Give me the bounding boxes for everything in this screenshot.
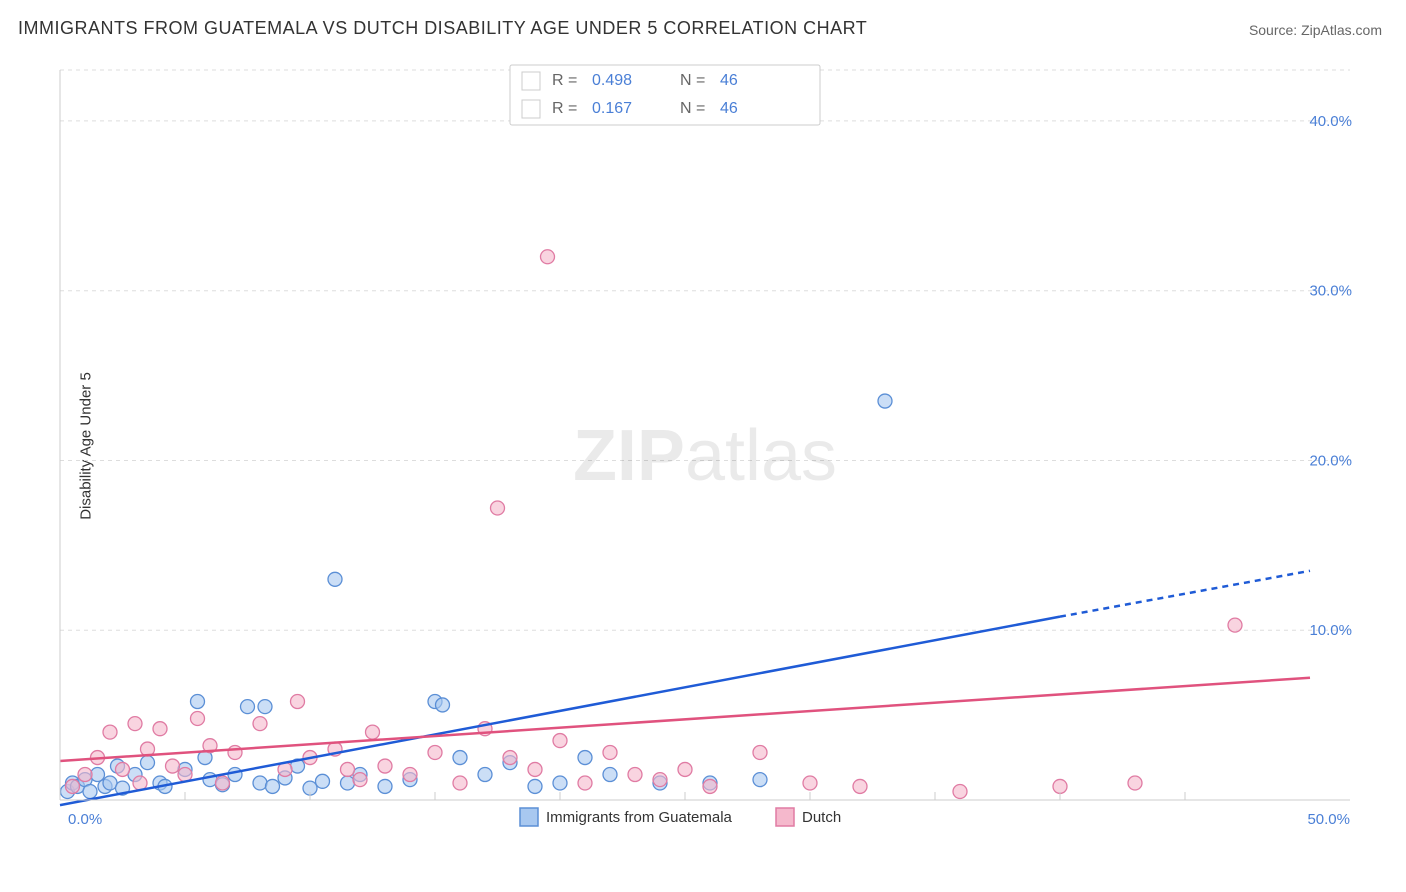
scatter-point [328, 572, 342, 586]
scatter-point [116, 762, 130, 776]
scatter-point [266, 779, 280, 793]
scatter-point [803, 776, 817, 790]
scatter-point [253, 717, 267, 731]
scatter-point [753, 745, 767, 759]
scatter-point [578, 776, 592, 790]
legend-swatch [776, 808, 794, 826]
x-label-right: 50.0% [1307, 811, 1350, 828]
scatter-point [753, 773, 767, 787]
scatter-point [436, 698, 450, 712]
legend-label: Immigrants from Guatemala [546, 809, 733, 826]
scatter-point [353, 773, 367, 787]
scatter-point [253, 776, 267, 790]
stats-n-label: N = [680, 100, 705, 117]
scatter-point [103, 725, 117, 739]
scatter-point [453, 776, 467, 790]
scatter-point [528, 779, 542, 793]
source-attribution: Source: ZipAtlas.com [1249, 22, 1382, 38]
stats-n-value: 46 [720, 72, 738, 89]
scatter-point [378, 759, 392, 773]
scatter-point [528, 762, 542, 776]
scatter-plot: 10.0%20.0%30.0%40.0% ZIPatlas 0.0%50.0% … [50, 60, 1360, 830]
scatter-point [341, 776, 355, 790]
scatter-point [603, 768, 617, 782]
scatter-point [453, 751, 467, 765]
stats-box: R = 0.498 N = 46 R = 0.167 N = 46 [510, 65, 820, 125]
scatter-point [953, 785, 967, 799]
scatter-point [191, 695, 205, 709]
stats-n-value: 46 [720, 100, 738, 117]
stats-r-label: R = [552, 72, 577, 89]
scatter-point [653, 773, 667, 787]
scatter-point [128, 717, 142, 731]
scatter-point [578, 751, 592, 765]
scatter-point [166, 759, 180, 773]
scatter-point [553, 734, 567, 748]
scatter-point [341, 762, 355, 776]
legend-label: Dutch [802, 809, 841, 826]
x-label-left: 0.0% [68, 811, 102, 828]
scatter-point [83, 785, 97, 799]
stats-swatch [522, 100, 540, 118]
scatter-point [366, 725, 380, 739]
scatter-point [191, 712, 205, 726]
y-tick-label: 10.0% [1309, 622, 1352, 639]
scatter-point [678, 762, 692, 776]
scatter-point [603, 745, 617, 759]
stats-r-label: R = [552, 100, 577, 117]
scatter-point [258, 700, 272, 714]
y-tick-label: 30.0% [1309, 283, 1352, 300]
scatter-point [228, 768, 242, 782]
scatter-point [553, 776, 567, 790]
scatter-point [1128, 776, 1142, 790]
scatter-point [291, 695, 305, 709]
watermark: ZIPatlas [573, 416, 837, 496]
scatter-point [316, 774, 330, 788]
scatter-point [78, 768, 92, 782]
scatter-point [153, 722, 167, 736]
stats-n-label: N = [680, 72, 705, 89]
trend-line [60, 678, 1310, 761]
scatter-point [216, 776, 230, 790]
stats-swatch [522, 72, 540, 90]
scatter-point [491, 501, 505, 515]
scatter-point [541, 250, 555, 264]
chart-svg: 10.0%20.0%30.0%40.0% ZIPatlas 0.0%50.0% … [50, 60, 1360, 830]
stats-r-value: 0.167 [592, 100, 632, 117]
scatter-point [428, 745, 442, 759]
scatter-point [228, 745, 242, 759]
scatter-point [878, 394, 892, 408]
y-tick-label: 20.0% [1309, 452, 1352, 469]
scatter-point [66, 779, 80, 793]
scatter-point [853, 779, 867, 793]
scatter-point [403, 768, 417, 782]
scatter-point [628, 768, 642, 782]
scatter-point [241, 700, 255, 714]
scatter-point [1053, 779, 1067, 793]
scatter-point [478, 768, 492, 782]
trend-line-dashed [1060, 571, 1310, 617]
scatter-point [703, 779, 717, 793]
y-tick-label: 40.0% [1309, 113, 1352, 130]
legend-swatch [520, 808, 538, 826]
chart-title: IMMIGRANTS FROM GUATEMALA VS DUTCH DISAB… [18, 18, 867, 39]
scatter-point [378, 779, 392, 793]
scatter-point [503, 751, 517, 765]
stats-r-value: 0.498 [592, 72, 632, 89]
scatter-point [141, 756, 155, 770]
scatter-point [1228, 618, 1242, 632]
